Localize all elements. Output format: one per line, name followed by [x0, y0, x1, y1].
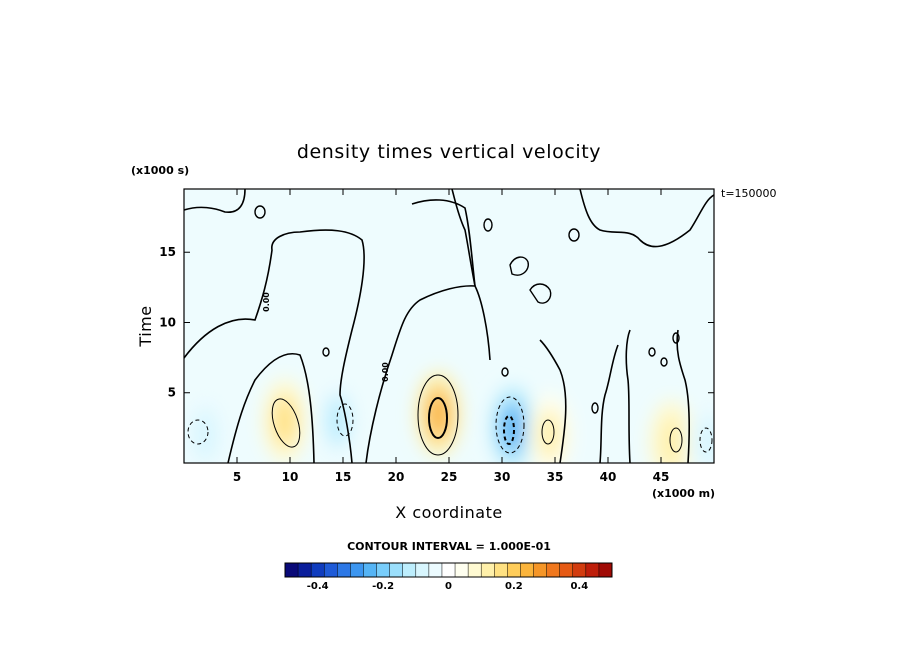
colorbar-tick-label: -0.2 [372, 581, 394, 592]
colorbar-swatch [298, 563, 312, 577]
colorbar-swatch [468, 563, 482, 577]
x-tick-label: 25 [441, 470, 458, 484]
zero-contour-line [411, 199, 476, 287]
y-tick-label: 5 [168, 386, 176, 400]
x-tick-label: 45 [653, 470, 670, 484]
x-unit-label: (x1000 m) [652, 487, 715, 500]
contour-labels: 0.00 0.00 [262, 292, 390, 382]
colorbar-swatch [428, 563, 443, 577]
time-label: t=150000 [721, 187, 777, 200]
negative-contour-ring [336, 403, 354, 437]
x-tick-label: 15 [335, 470, 352, 484]
small-contour [591, 402, 599, 414]
positive-contour-ring [271, 398, 301, 448]
field-blob [193, 408, 218, 461]
colorbar-tick-label: 0.2 [505, 581, 523, 592]
colorbar-swatch [546, 563, 560, 577]
zero-contour-line [184, 189, 246, 213]
small-contour [322, 347, 330, 357]
small-contour [529, 283, 552, 304]
zero-contour-line [365, 285, 491, 463]
colorbar-swatch [598, 563, 613, 577]
small-contour [501, 367, 509, 377]
x-axis-label: X coordinate [395, 503, 502, 522]
small-contour [660, 357, 668, 367]
contour-lines [184, 189, 714, 463]
small-contour [483, 218, 493, 232]
small-contour [254, 205, 266, 219]
colorbar-swatch [402, 563, 417, 577]
zero-contour-line [676, 329, 691, 463]
positive-contour-ring [541, 419, 555, 445]
colorbar-swatch [441, 563, 456, 577]
negative-contour-ring [495, 396, 525, 454]
field-blob [500, 401, 525, 454]
field-blob [272, 394, 297, 447]
colorbar-swatch [507, 563, 521, 577]
positive-contour-ring [669, 427, 683, 453]
colorbar-tick-label: 0.4 [570, 581, 588, 592]
y-tick-label: 15 [159, 245, 176, 259]
colorbar-swatch [494, 563, 508, 577]
negative-contour-ring [503, 415, 515, 445]
zero-contour-line [579, 189, 714, 248]
colorbar-swatch [363, 563, 377, 577]
colorbar-swatch [337, 563, 351, 577]
colorbar-swatch [481, 563, 495, 577]
x-tick-label: 5 [233, 470, 241, 484]
colorbar: -0.4 -0.2 0 0.2 0.4 [284, 562, 613, 592]
colorbar-swatch [415, 563, 430, 577]
negative-contour-ring [187, 419, 209, 445]
colorbar-swatch [350, 563, 364, 577]
contour-label: 0.00 [262, 292, 271, 312]
field-blob [537, 408, 562, 461]
y-tick-label: 10 [159, 315, 176, 329]
small-contour [648, 347, 656, 357]
small-contour [568, 228, 580, 242]
field-blob [696, 415, 714, 463]
colorbar-tick-label: 0 [445, 581, 452, 592]
colorbar-swatch [559, 563, 574, 577]
colorbar-frame [284, 562, 613, 578]
colorbar-swatch [572, 563, 587, 577]
zero-contour-line [539, 339, 567, 463]
positive-contour-ring [428, 397, 448, 439]
shaded-field [184, 189, 714, 463]
colorbar-swatch [520, 563, 534, 577]
small-contour [509, 256, 529, 276]
colorbar-swatch [455, 563, 469, 577]
field-blob [659, 415, 684, 463]
y-axis-label: Time [136, 305, 155, 347]
colorbar-swatch [389, 563, 404, 577]
x-tick-label: 10 [282, 470, 299, 484]
x-tick-label: 40 [600, 470, 617, 484]
x-tick-label: 35 [547, 470, 564, 484]
colorbar-tick-label: -0.4 [307, 581, 329, 592]
x-tick-label: 30 [494, 470, 511, 484]
chart-title: density times vertical velocity [297, 141, 601, 163]
colorbar-swatch [376, 563, 390, 577]
zero-contour-line [227, 353, 315, 463]
negative-contour-ring [699, 427, 713, 453]
colorbar-swatch [533, 563, 547, 577]
zero-contour-line [451, 189, 476, 287]
colorbar-swatch [285, 563, 299, 577]
axis-ticks: 5 10 15 20 25 30 35 40 45 5 10 15 [159, 189, 714, 484]
colorbar-swatch [311, 563, 325, 577]
colorbar-swatch [324, 563, 338, 577]
zero-contour-line [184, 229, 365, 463]
contour-interval-label: CONTOUR INTERVAL = 1.000E-01 [347, 540, 551, 553]
contour-label: 0.00 [381, 362, 390, 382]
zero-contour-line [625, 329, 631, 463]
y-unit-label: (x1000 s) [131, 164, 189, 177]
small-contour [672, 332, 680, 344]
positive-contour-ring [417, 374, 459, 456]
zero-contour-line [599, 344, 619, 463]
x-tick-label: 20 [388, 470, 405, 484]
colorbar-swatch [585, 563, 600, 577]
